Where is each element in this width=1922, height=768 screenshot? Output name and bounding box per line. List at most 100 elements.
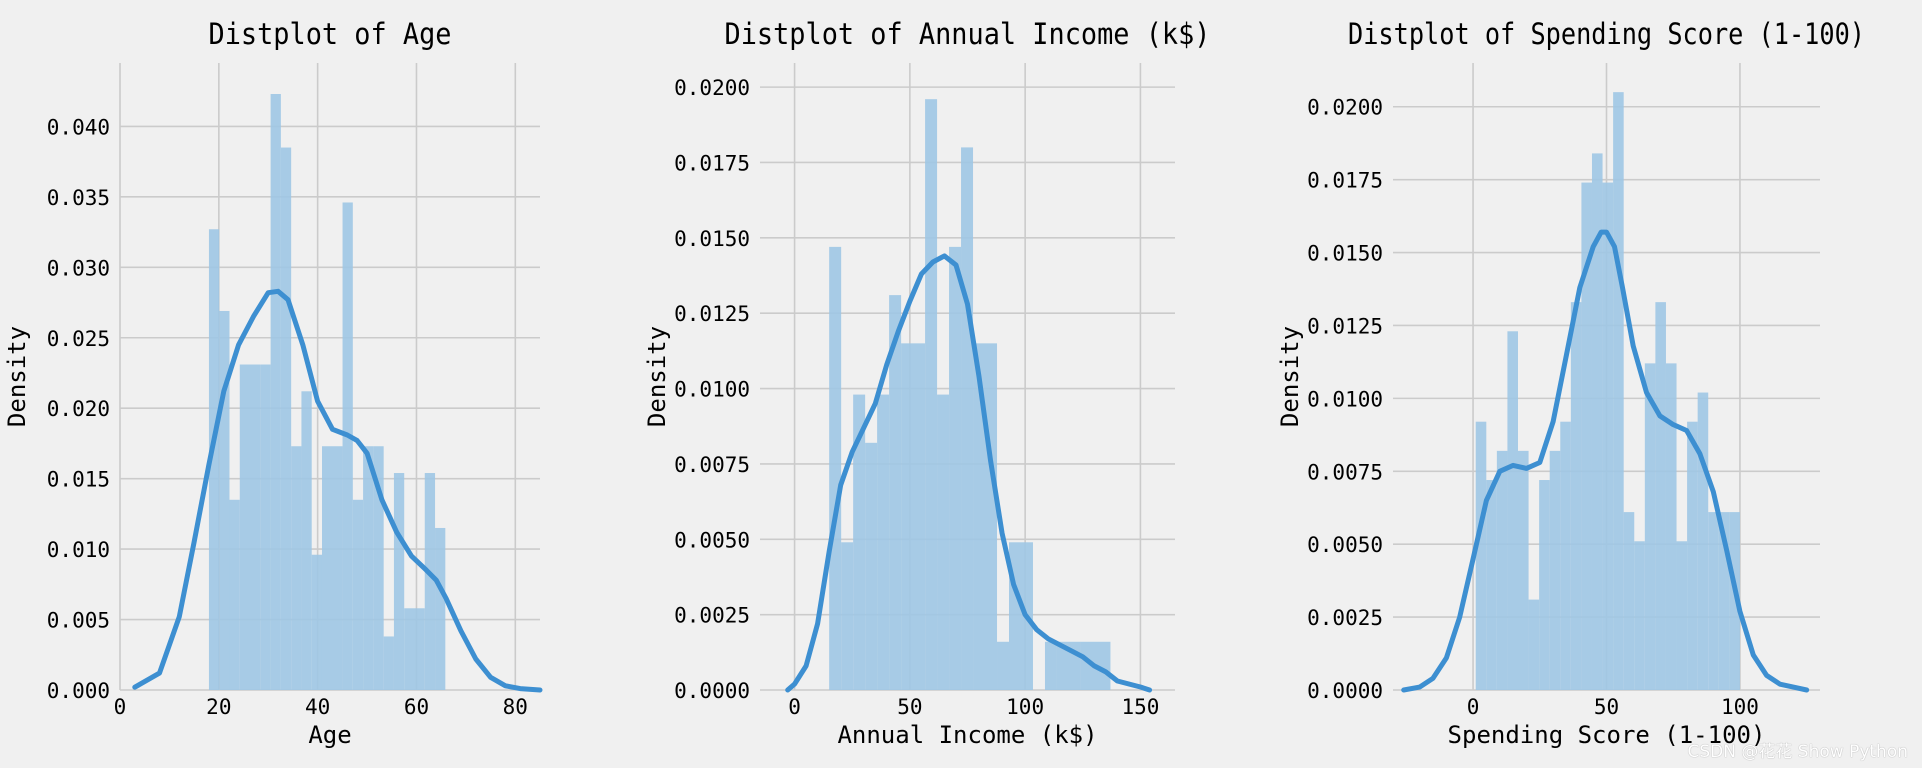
x-tick-label: 0 bbox=[114, 695, 127, 719]
histogram-bar bbox=[1560, 421, 1571, 690]
histogram-bar bbox=[260, 364, 271, 690]
histogram-bar bbox=[1634, 541, 1645, 690]
histogram-bar bbox=[229, 499, 240, 690]
y-tick-label: 0.0025 bbox=[674, 604, 750, 628]
x-tick-label: 40 bbox=[305, 695, 330, 719]
histogram-bar bbox=[1729, 512, 1740, 690]
histogram-bar bbox=[889, 295, 902, 690]
histogram-bar bbox=[961, 147, 974, 691]
histogram-bar bbox=[1665, 363, 1677, 690]
histogram-bar bbox=[352, 499, 364, 690]
y-tick-label: 0.0075 bbox=[674, 453, 750, 477]
y-tick-label: 0.0150 bbox=[674, 227, 750, 251]
chart-panel-3: 0.0000 0.0025 0.0050 0.0075 0.0100 0.0125 0.01… bbox=[1276, 17, 1865, 749]
histogram-bar bbox=[1676, 541, 1688, 690]
histogram-bar bbox=[1528, 599, 1540, 690]
histogram-bar bbox=[373, 446, 384, 690]
histogram-bar bbox=[1507, 331, 1519, 690]
y-tick-label: 0.0075 bbox=[1307, 460, 1383, 484]
histogram-bar bbox=[1496, 450, 1508, 690]
histogram-bar bbox=[997, 641, 1009, 690]
histogram-bar bbox=[424, 473, 436, 690]
histogram-bar bbox=[270, 93, 281, 691]
histogram-bar bbox=[1708, 512, 1719, 690]
y-tick-label: 0.0200 bbox=[674, 76, 750, 100]
y-tick-label: 0.0175 bbox=[674, 151, 750, 175]
histogram-bar bbox=[1718, 512, 1730, 690]
histogram-bar bbox=[1539, 480, 1550, 690]
histogram-bar bbox=[1655, 302, 1666, 690]
y-tick-label: 0.0050 bbox=[674, 528, 750, 552]
histogram-bar bbox=[291, 446, 302, 690]
x-tick-label: 0 bbox=[1467, 695, 1480, 719]
kde-line bbox=[785, 253, 1153, 693]
histogram-bar bbox=[208, 229, 220, 690]
y-tick-label: 0.0125 bbox=[1307, 314, 1383, 338]
y-axis-label: Density bbox=[1276, 326, 1304, 427]
y-tick-label: 0.0025 bbox=[1307, 606, 1383, 630]
histogram-bar bbox=[853, 394, 866, 690]
histogram-bar bbox=[1486, 480, 1497, 690]
histogram-bar bbox=[1613, 92, 1624, 691]
histogram-bar bbox=[435, 527, 446, 690]
x-axis-label: Annual Income (k$) bbox=[837, 721, 1097, 749]
histogram-bar bbox=[393, 473, 405, 690]
histogram-bar bbox=[1623, 512, 1635, 690]
histogram-bar bbox=[363, 446, 374, 690]
histogram-bar bbox=[1591, 153, 1603, 690]
y-tick-label: 0.0050 bbox=[1307, 533, 1383, 557]
y-axis-label: Density bbox=[3, 326, 31, 427]
histogram-bar bbox=[1475, 421, 1487, 690]
histogram-bar bbox=[949, 246, 962, 690]
y-axis-label: Density bbox=[643, 326, 671, 427]
histogram-bar bbox=[901, 343, 926, 690]
x-tick-label: 150 bbox=[1121, 695, 1159, 719]
y-tick-label: 0.040 bbox=[47, 115, 110, 139]
chart-title: Distplot of Age bbox=[209, 17, 452, 51]
y-tick-label: 0.015 bbox=[47, 468, 110, 492]
y-tick-label: 0.035 bbox=[47, 186, 110, 210]
chart-title: Distplot of Spending Score (1-100) bbox=[1348, 17, 1865, 51]
y-tick-label: 0.025 bbox=[47, 327, 110, 351]
y-tick-label: 0.005 bbox=[47, 609, 110, 633]
chart-panel-1: 0.000 0.005 0.010 0.015 0.020 0.025 0.030 0.035… bbox=[3, 17, 543, 749]
y-tick-label: 0.0200 bbox=[1307, 96, 1383, 120]
histogram-bar bbox=[937, 394, 950, 690]
kde-line bbox=[1401, 229, 1810, 693]
histogram-bar bbox=[280, 147, 292, 691]
y-tick-label: 0.0000 bbox=[674, 679, 750, 703]
kde-line bbox=[132, 288, 543, 693]
x-tick-label: 100 bbox=[1721, 695, 1759, 719]
histogram-bar bbox=[342, 202, 353, 691]
watermark: CSDN @花花 Show Python bbox=[1687, 742, 1908, 762]
y-tick-label: 0.0100 bbox=[1307, 387, 1383, 411]
histogram-bar bbox=[1602, 182, 1614, 690]
histogram-bar bbox=[1518, 450, 1529, 690]
y-tick-label: 0.030 bbox=[47, 256, 110, 280]
x-tick-label: 80 bbox=[503, 695, 528, 719]
chart-title: Distplot of Annual Income (k$) bbox=[725, 17, 1211, 51]
histogram-bar bbox=[865, 442, 878, 690]
y-tick-label: 0.010 bbox=[47, 538, 110, 562]
histogram-bar bbox=[925, 99, 938, 690]
x-tick-label: 100 bbox=[1006, 695, 1044, 719]
histogram-bar bbox=[404, 608, 425, 690]
histogram-bar bbox=[1697, 392, 1709, 690]
x-axis-label: Age bbox=[308, 721, 351, 749]
histogram-bar bbox=[973, 343, 998, 690]
y-tick-label: 0.0100 bbox=[674, 378, 750, 402]
y-tick-label: 0.0125 bbox=[674, 302, 750, 326]
y-tick-label: 0.0150 bbox=[1307, 242, 1383, 266]
histogram-bar bbox=[311, 554, 322, 690]
x-tick-label: 20 bbox=[206, 695, 231, 719]
histogram-bar bbox=[321, 446, 343, 690]
histogram-bar bbox=[1570, 302, 1582, 690]
histogram-bar bbox=[1687, 421, 1698, 690]
histogram-bar bbox=[1044, 641, 1057, 690]
y-tick-label: 0.000 bbox=[47, 679, 110, 703]
chart-panel-2: 0.0000 0.0025 0.0050 0.0075 0.0100 0.0125 0.01… bbox=[643, 17, 1211, 749]
histogram-bar bbox=[219, 310, 230, 690]
x-tick-label: 50 bbox=[1594, 695, 1619, 719]
histogram-bar bbox=[1581, 182, 1592, 690]
